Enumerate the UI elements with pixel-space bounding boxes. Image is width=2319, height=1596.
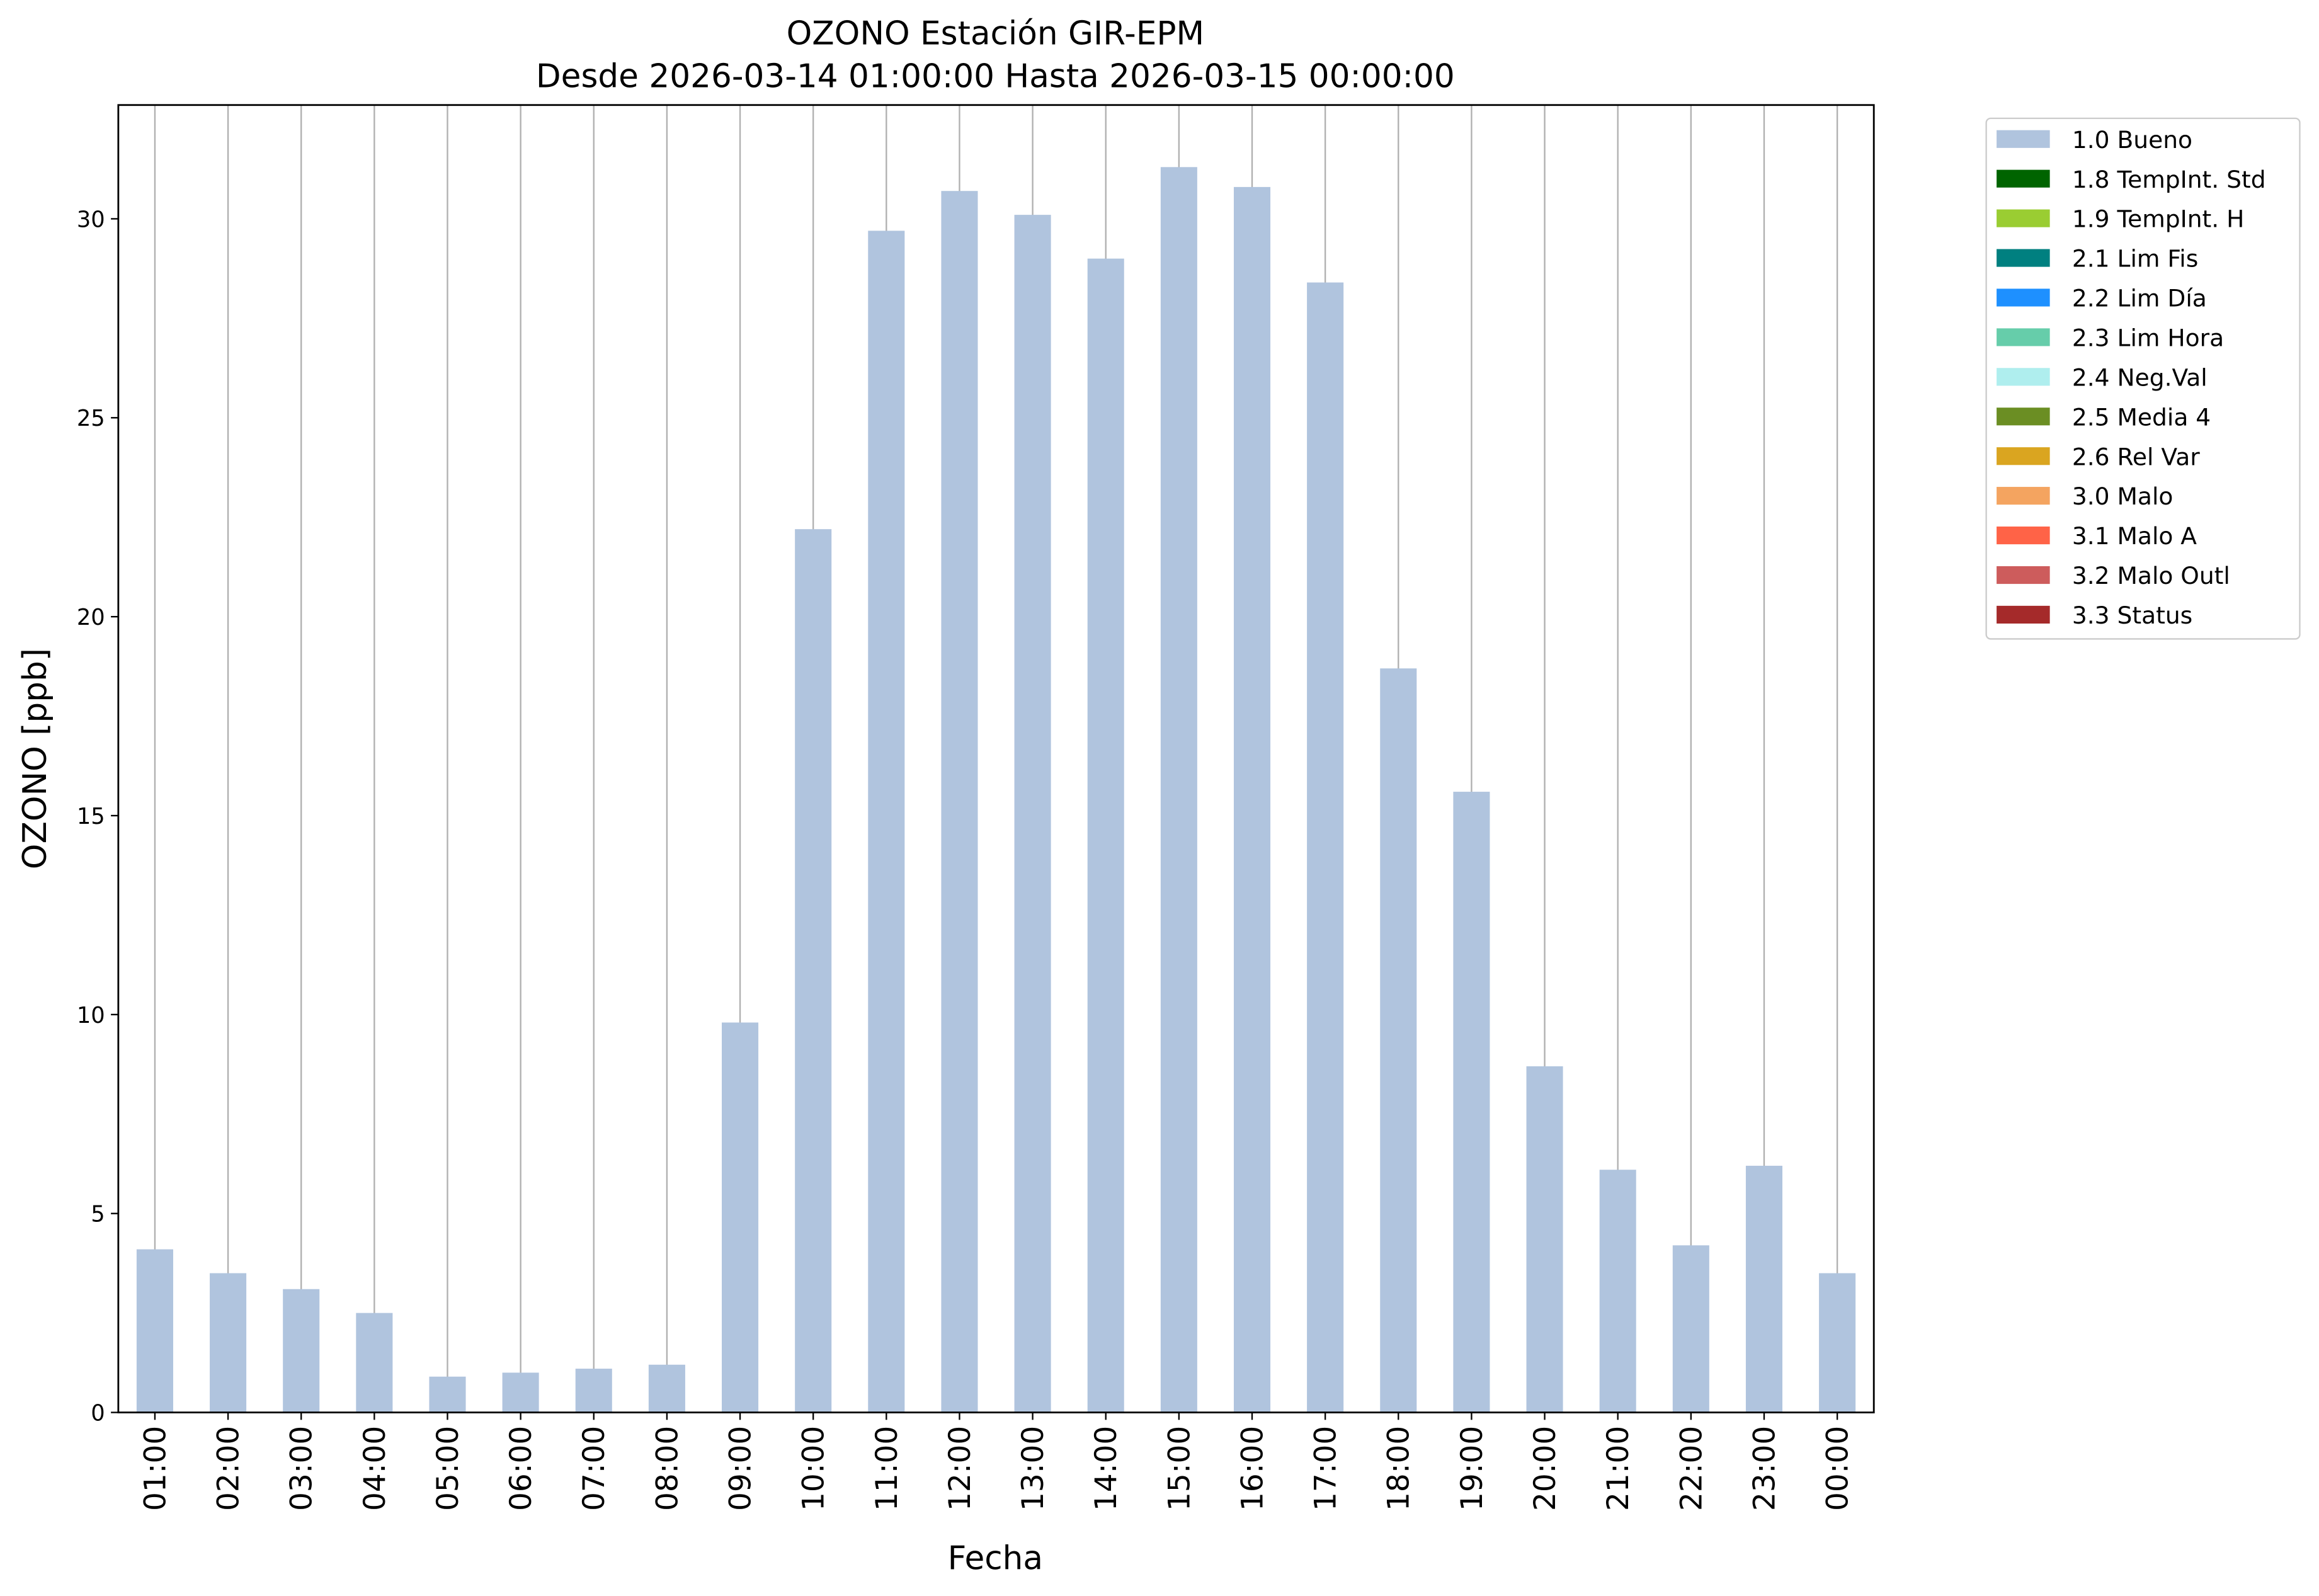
bar	[868, 231, 905, 1413]
bar	[1819, 1273, 1856, 1413]
x-tick-label: 16:00	[1235, 1426, 1270, 1511]
plot-frame	[117, 104, 1875, 1413]
bar	[1160, 167, 1197, 1413]
legend-label: 2.3 Lim Hora	[2072, 324, 2224, 352]
x-tick-label: 21:00	[1601, 1426, 1636, 1511]
legend-label: 1.0 Bueno	[2072, 126, 2192, 154]
legend-swatch	[1997, 249, 2050, 267]
legend-label: 2.2 Lim Día	[2072, 285, 2207, 312]
bar	[795, 529, 832, 1413]
legend-swatch	[1997, 566, 2050, 584]
legend-swatch	[1997, 487, 2050, 505]
x-tick-label: 12:00	[943, 1426, 977, 1511]
legend-swatch	[1997, 408, 2050, 426]
bar	[356, 1313, 393, 1413]
chart-title: OZONO Estación GIR-EPM	[787, 14, 1204, 52]
x-tick-label: 19:00	[1455, 1426, 1490, 1511]
bar	[502, 1372, 539, 1413]
bar	[1380, 668, 1417, 1413]
legend-swatch	[1997, 328, 2050, 346]
axes: 0 5 10 15 20 25 30 01:00 02:00 03:00 04:00 05:00 06:…	[77, 207, 1855, 1511]
x-tick-label: 07:00	[577, 1426, 612, 1511]
bar	[283, 1289, 320, 1413]
legend-label: 2.4 Neg.Val	[2072, 363, 2208, 391]
bars	[136, 167, 1856, 1413]
x-tick-label: 02:00	[212, 1426, 246, 1511]
legend-label: 3.3 Status	[2072, 601, 2192, 629]
legend-swatch	[1997, 447, 2050, 465]
legend-label: 2.5 Media 4	[2072, 403, 2211, 431]
y-tick-label: 5	[91, 1202, 105, 1228]
legend-swatch	[1997, 526, 2050, 545]
x-tick-label: 10:00	[797, 1426, 831, 1511]
x-tick-label: 09:00	[723, 1426, 758, 1511]
x-tick-label: 20:00	[1528, 1426, 1563, 1511]
y-tick-label: 20	[77, 605, 105, 630]
y-tick-label: 15	[77, 804, 105, 829]
x-tick-label: 23:00	[1747, 1426, 1782, 1511]
x-tick-label: 06:00	[504, 1426, 538, 1511]
x-tick-label: 04:00	[358, 1426, 392, 1511]
bar	[1672, 1245, 1709, 1413]
y-axis-label: OZONO [ppb]	[16, 648, 54, 869]
x-tick-label: 15:00	[1162, 1426, 1197, 1511]
x-tick-label: 13:00	[1016, 1426, 1051, 1511]
bar	[941, 191, 978, 1413]
bar	[1233, 186, 1271, 1413]
legend-box	[1985, 117, 2301, 640]
legend-label: 3.0 Malo	[2072, 482, 2174, 510]
bar	[648, 1364, 685, 1413]
legend-label: 3.1 Malo A	[2072, 522, 2197, 550]
x-tick-label: 18:00	[1382, 1426, 1416, 1511]
x-tick-label: 22:00	[1674, 1426, 1709, 1511]
x-tick-label: 03:00	[285, 1426, 319, 1511]
x-tick-label: 14:00	[1089, 1426, 1124, 1511]
bar	[722, 1022, 759, 1413]
y-tick-label: 30	[77, 207, 105, 232]
bar	[575, 1369, 612, 1413]
x-tick-label: 11:00	[870, 1426, 904, 1511]
bar	[429, 1376, 466, 1413]
legend-swatch	[1997, 209, 2050, 227]
legend-label: 3.2 Malo Outl	[2072, 562, 2230, 590]
x-tick-label: 00:00	[1821, 1426, 1855, 1511]
legend-swatch	[1997, 288, 2050, 307]
legend-swatch	[1997, 368, 2050, 386]
legend-label: 2.6 Rel Var	[2072, 443, 2200, 470]
x-tick-label: 05:00	[431, 1426, 465, 1511]
bar	[136, 1249, 173, 1413]
legend-swatch	[1997, 169, 2050, 188]
legend-label: 1.8 TempInt. Std	[2072, 166, 2266, 193]
bar	[1014, 215, 1051, 1413]
legend-label: 1.9 TempInt. H	[2072, 205, 2245, 233]
bar	[1307, 282, 1344, 1413]
bar	[1087, 258, 1124, 1413]
x-axis-label: Fecha	[948, 1539, 1043, 1577]
y-tick-label: 25	[77, 406, 105, 431]
chart-subtitle: Desde 2026-03-14 01:00:00 Hasta 2026-03-…	[536, 58, 1455, 96]
bar	[1599, 1170, 1636, 1413]
bar	[1526, 1066, 1563, 1413]
bar	[210, 1273, 247, 1413]
y-tick-label: 10	[77, 1003, 105, 1029]
x-tick-label: 17:00	[1309, 1426, 1343, 1511]
legend-label: 2.1 Lim Fis	[2072, 245, 2198, 273]
x-tick-label: 01:00	[138, 1426, 173, 1511]
bar	[1745, 1165, 1783, 1413]
bar	[1453, 792, 1490, 1413]
legend-swatch	[1997, 130, 2050, 148]
x-tick-label: 08:00	[650, 1426, 685, 1511]
legend-swatch	[1997, 605, 2050, 624]
y-tick-label: 0	[91, 1400, 105, 1426]
legend: 1.0 Bueno 1.8 TempInt. Std 1.9 TempInt. H 2…	[1997, 126, 2266, 629]
